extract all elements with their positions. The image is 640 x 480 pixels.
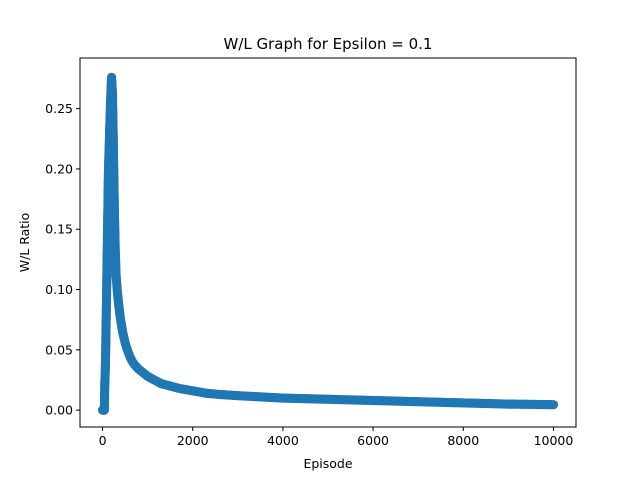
x-tick-label: 6000 [357,433,389,448]
chart-title: W/L Graph for Epsilon = 0.1 [224,35,433,53]
plot-frame [79,57,577,428]
x-axis-label: Episode [303,456,352,471]
y-axis: 0.00 0.05 0.10 0.15 0.20 0.25 [45,101,80,418]
x-tick-label: 4000 [267,433,299,448]
y-tick-label: 0.20 [45,161,73,176]
x-axis: 0 2000 4000 6000 8000 10000 [99,427,574,448]
plot-area [79,57,577,428]
y-tick-label: 0.25 [45,101,73,116]
x-tick-label: 0 [99,433,107,448]
y-tick-label: 0.00 [45,403,73,418]
x-tick-label: 2000 [177,433,209,448]
y-tick-label: 0.10 [45,282,73,297]
x-tick-label: 10000 [534,433,574,448]
data-point [548,400,559,410]
x-tick-label: 8000 [447,433,479,448]
y-tick-label: 0.15 [45,222,73,237]
y-axis-label: W/L Ratio [17,213,32,273]
y-tick-label: 0.05 [45,342,73,357]
scatter-points [97,72,559,415]
